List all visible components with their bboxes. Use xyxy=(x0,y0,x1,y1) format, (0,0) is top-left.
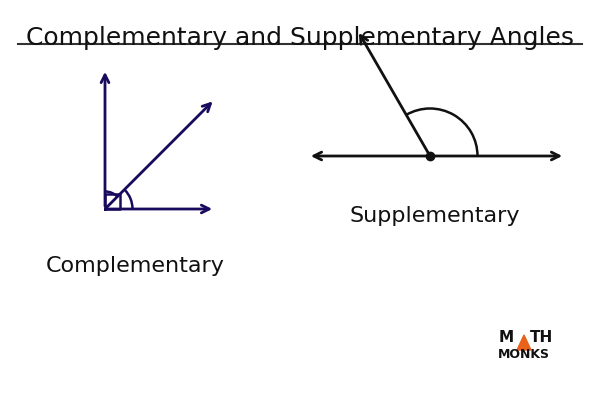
Text: M: M xyxy=(499,330,514,345)
Text: Complementary and Supplementary Angles: Complementary and Supplementary Angles xyxy=(26,26,574,50)
Text: Supplementary: Supplementary xyxy=(350,206,520,226)
Text: TH: TH xyxy=(530,330,554,345)
Text: Complementary: Complementary xyxy=(46,256,224,276)
Text: MONKS: MONKS xyxy=(498,349,550,362)
Polygon shape xyxy=(517,335,531,350)
